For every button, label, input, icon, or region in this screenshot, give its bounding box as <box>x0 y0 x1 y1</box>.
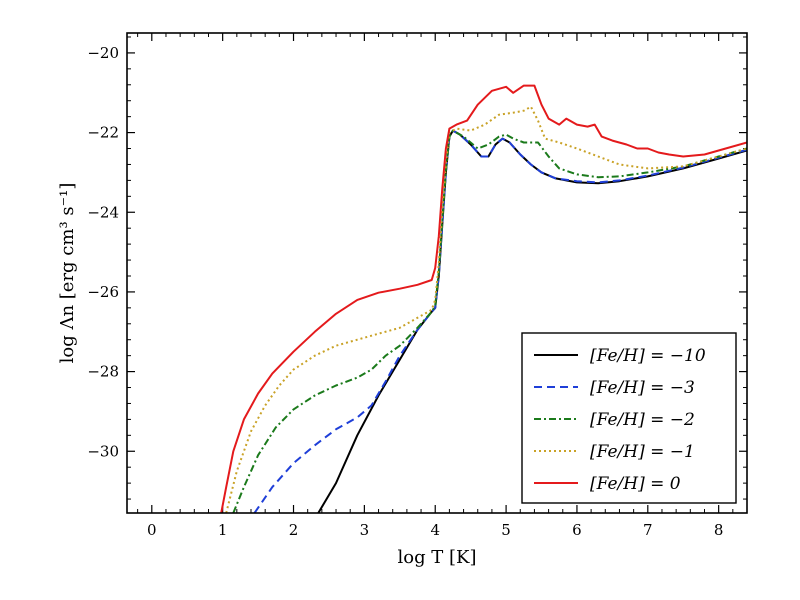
legend-label-0: [Fe/H] = −10 <box>590 346 706 366</box>
x-tick-label: 5 <box>501 521 511 539</box>
legend-box <box>521 332 737 504</box>
y-tick-label: −22 <box>87 124 119 142</box>
y-tick-label: −24 <box>87 203 119 221</box>
x-tick-label: 0 <box>147 521 157 539</box>
plot-frame <box>126 32 748 514</box>
tick-labels: 0 1 2 3 4 5 6 7 8 −30 −28 −26 −24 −22 −20 <box>87 44 723 539</box>
y-tick-label: −30 <box>87 442 119 460</box>
x-tick-label: 7 <box>643 521 653 539</box>
y-tick-label: −28 <box>87 363 119 381</box>
y-tick-label: −26 <box>87 283 119 301</box>
x-tick-label: 3 <box>360 521 370 539</box>
x-tick-label: 8 <box>714 521 724 539</box>
x-tick-label: 4 <box>430 521 440 539</box>
x-axis-label: log T [K] <box>397 547 476 568</box>
legend-label-2: [Fe/H] = −2 <box>590 410 695 430</box>
series-layer <box>220 84 747 513</box>
legend-label-4: [Fe/H] = 0 <box>590 474 681 494</box>
legend-label-3: [Fe/H] = −1 <box>590 442 695 462</box>
x-tick-label: 2 <box>289 521 299 539</box>
y-tick-label: −20 <box>87 44 119 62</box>
y-axis-label: log Λn [erg cm³ s⁻¹] <box>57 183 78 364</box>
x-tick-label: 1 <box>218 521 228 539</box>
legend-label-1: [Fe/H] = −3 <box>590 378 695 398</box>
legend: [Fe/H] = −10 [Fe/H] = −3 [Fe/H] = −2 [Fe/H]… <box>521 332 737 504</box>
series-line-2 <box>232 129 747 513</box>
series-line-4 <box>220 84 747 513</box>
x-tick-label: 6 <box>572 521 582 539</box>
